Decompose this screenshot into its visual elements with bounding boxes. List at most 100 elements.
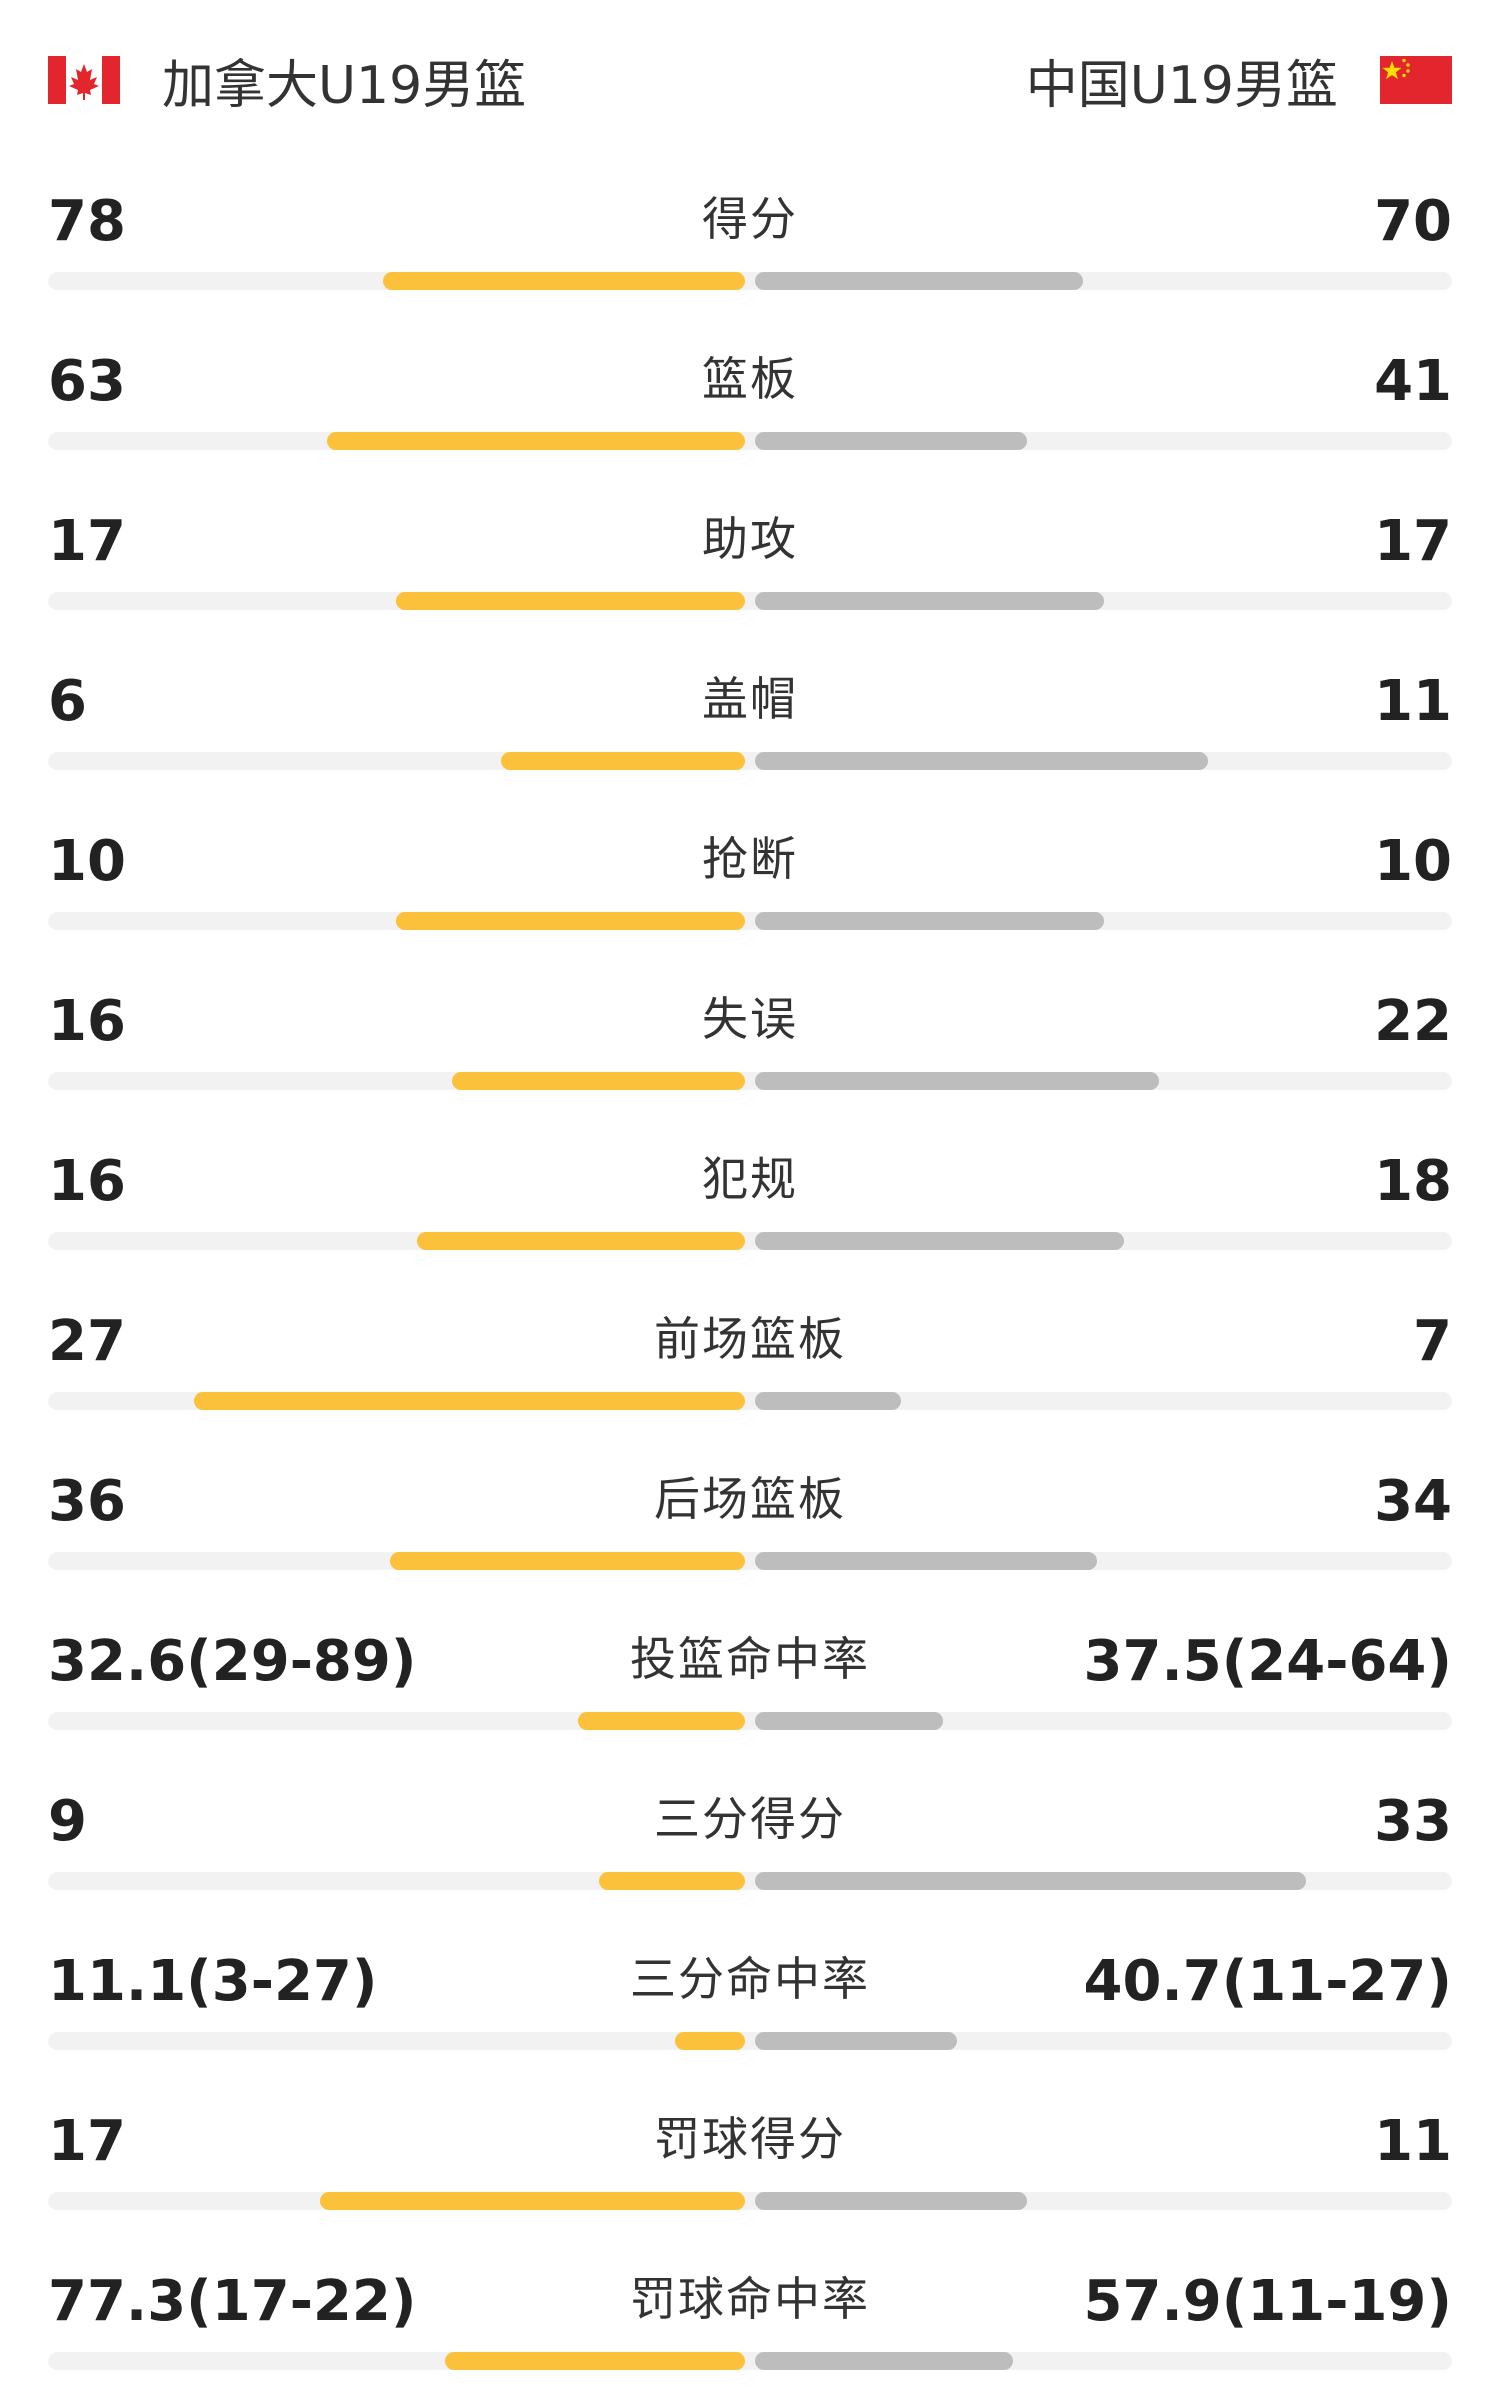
away-stat-bar [755, 1712, 943, 1730]
stat-label: 前场篮板 [654, 1312, 846, 1366]
stat-bar-track [48, 2192, 1452, 2210]
away-stat-value: 41 [1374, 349, 1452, 414]
home-stat-bar [320, 2192, 745, 2210]
home-stat-bar [417, 1232, 745, 1250]
stat-row: 27 前场篮板 7 [48, 1280, 1452, 1440]
home-stat-value: 9 [48, 1789, 87, 1854]
home-stat-value: 10 [48, 829, 126, 894]
stat-row: 17 罚球得分 11 [48, 2080, 1452, 2240]
canada-flag-icon [48, 56, 120, 104]
stat-row: 32.6(29-89) 投篮命中率 37.5(24-64) [48, 1600, 1452, 1760]
away-stat-value: 70 [1374, 189, 1452, 254]
stats-comparison-list: 78 得分 70 63 篮板 41 17 助攻 17 6 盖帽 11 10 抢断 10 16 失误 22 16 犯规 1… [48, 160, 1452, 2400]
stat-label: 后场篮板 [654, 1472, 846, 1526]
stat-bar-track [48, 1552, 1452, 1570]
china-flag-icon [1380, 56, 1452, 104]
stat-label: 三分命中率 [630, 1952, 870, 2006]
away-stat-bar [755, 1072, 1159, 1090]
away-stat-value: 34 [1374, 1469, 1452, 1534]
stat-row: 10 抢断 10 [48, 800, 1452, 960]
stat-row: 9 三分得分 33 [48, 1760, 1452, 1920]
stat-bar-track [48, 592, 1452, 610]
away-stat-bar [755, 432, 1027, 450]
home-stat-value: 63 [48, 349, 126, 414]
away-stat-value: 40.7(11-27) [1083, 1949, 1452, 2014]
home-stat-bar [452, 1072, 745, 1090]
away-stat-value: 7 [1413, 1309, 1452, 1374]
away-stat-bar [755, 752, 1208, 770]
stat-bar-track [48, 752, 1452, 770]
away-team-name: 中国U19男篮 [1025, 55, 1338, 116]
away-stat-value: 11 [1374, 2109, 1452, 2174]
stat-label: 三分得分 [654, 1792, 846, 1846]
away-stat-bar [755, 1232, 1124, 1250]
stat-bar-track [48, 432, 1452, 450]
home-stat-value: 6 [48, 669, 87, 734]
home-stat-bar [327, 432, 745, 450]
stat-label: 得分 [702, 192, 798, 246]
stat-label: 罚球得分 [654, 2112, 846, 2166]
stat-label: 失误 [702, 992, 798, 1046]
home-stat-value: 36 [48, 1469, 126, 1534]
home-stat-bar [383, 272, 745, 290]
home-stat-value: 17 [48, 2109, 126, 2174]
stat-row: 78 得分 70 [48, 160, 1452, 320]
stat-row: 16 犯规 18 [48, 1120, 1452, 1280]
stat-label: 犯规 [702, 1152, 798, 1206]
home-stat-value: 16 [48, 1149, 126, 1214]
away-stat-value: 57.9(11-19) [1083, 2269, 1452, 2334]
home-stat-value: 27 [48, 1309, 126, 1374]
stat-bar-track [48, 912, 1452, 930]
home-stat-value: 32.6(29-89) [48, 1629, 417, 1694]
home-stat-bar [396, 592, 745, 610]
home-stat-bar [445, 2352, 745, 2370]
stat-row: 6 盖帽 11 [48, 640, 1452, 800]
home-stat-value: 17 [48, 509, 126, 574]
stat-row: 63 篮板 41 [48, 320, 1452, 480]
stat-label: 罚球命中率 [630, 2272, 870, 2326]
home-stat-bar [194, 1392, 745, 1410]
home-team-name: 加拿大U19男篮 [162, 55, 527, 116]
away-stat-bar [755, 272, 1083, 290]
stat-bar-track [48, 1232, 1452, 1250]
home-team: 加拿大U19男篮 [48, 43, 526, 118]
stat-label: 投篮命中率 [630, 1632, 870, 1686]
team-header: 加拿大U19男篮 中国U19男篮 [48, 48, 1452, 116]
home-stat-bar [396, 912, 745, 930]
stat-label: 助攻 [702, 512, 798, 566]
away-stat-bar [755, 1872, 1306, 1890]
stat-bar-track [48, 1072, 1452, 1090]
stat-row: 16 失误 22 [48, 960, 1452, 1120]
home-stat-bar [599, 1872, 745, 1890]
home-stat-value: 77.3(17-22) [48, 2269, 417, 2334]
home-stat-value: 16 [48, 989, 126, 1054]
stat-row: 36 后场篮板 34 [48, 1440, 1452, 1600]
away-stat-bar [755, 1392, 901, 1410]
away-stat-value: 22 [1374, 989, 1452, 1054]
away-team: 中国U19男篮 [1026, 43, 1452, 118]
away-stat-bar [755, 1552, 1097, 1570]
home-stat-value: 78 [48, 189, 126, 254]
stat-label: 盖帽 [702, 672, 798, 726]
away-stat-bar [755, 2032, 957, 2050]
away-stat-value: 37.5(24-64) [1083, 1629, 1452, 1694]
home-stat-bar [675, 2032, 745, 2050]
home-stat-bar [578, 1712, 745, 1730]
away-stat-value: 11 [1374, 669, 1452, 734]
stat-label: 抢断 [702, 832, 798, 886]
stat-bar-track [48, 272, 1452, 290]
away-stat-bar [755, 592, 1104, 610]
away-stat-bar [755, 2352, 1013, 2370]
stat-label: 篮板 [702, 352, 798, 406]
away-stat-value: 18 [1374, 1149, 1452, 1214]
away-stat-value: 17 [1374, 509, 1452, 574]
away-stat-bar [755, 2192, 1027, 2210]
home-stat-bar [390, 1552, 745, 1570]
stat-bar-track [48, 1712, 1452, 1730]
stat-bar-track [48, 2352, 1452, 2370]
stat-row: 17 助攻 17 [48, 480, 1452, 640]
stat-bar-track [48, 2032, 1452, 2050]
away-stat-bar [755, 912, 1104, 930]
stat-row: 11.1(3-27) 三分命中率 40.7(11-27) [48, 1920, 1452, 2080]
home-stat-bar [501, 752, 745, 770]
